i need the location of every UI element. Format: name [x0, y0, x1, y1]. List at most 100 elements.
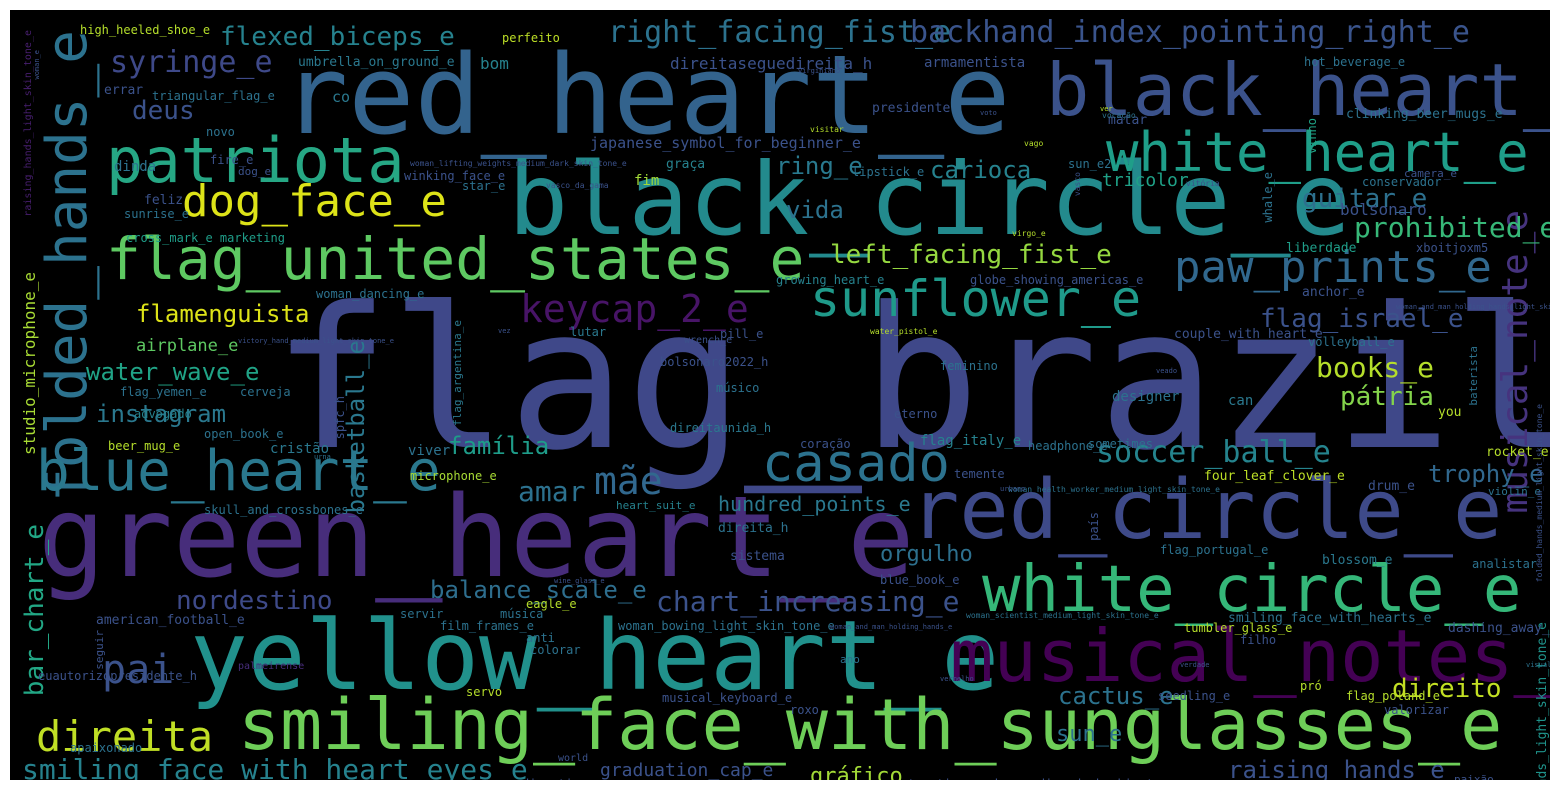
- word-134: flag_portugal_e: [1160, 543, 1269, 557]
- word-126: four_leaf_clover_e: [1204, 469, 1345, 484]
- word-27: flexed_biceps_e: [220, 22, 455, 52]
- word-11: patriota: [106, 124, 405, 197]
- word-165: world: [558, 753, 589, 764]
- word-148: anti: [526, 631, 555, 645]
- word-189: visual: [1526, 661, 1550, 669]
- word-183: virgo_e: [1012, 229, 1046, 238]
- word-146: filho: [1240, 633, 1277, 647]
- word-49: orgulho: [880, 542, 973, 567]
- word-57: gráfico: [810, 764, 903, 781]
- word-98: lutar: [570, 325, 607, 339]
- word-141: música: [500, 607, 544, 621]
- word-104: flag_yemen_e: [120, 385, 207, 399]
- word-17: paw_prints_e: [1174, 242, 1492, 293]
- word-10: flag_united_states_e: [106, 225, 805, 293]
- word-99: woman_dancing_e: [316, 287, 425, 301]
- word-190: verdade: [1180, 661, 1210, 669]
- word-55: smiling_face_with_heart_eyes_e: [22, 753, 528, 781]
- word-15: blue_heart_e: [36, 439, 441, 504]
- word-186: vitória: [1186, 179, 1220, 188]
- word-175: woman_and_man_holding_hands_light_skin_t…: [1396, 303, 1550, 311]
- word-13: folded_hands_e: [35, 30, 100, 503]
- word-90: vinho: [1305, 118, 1319, 155]
- word-130: violin_e: [1488, 485, 1541, 498]
- word-168: whale_e: [1261, 172, 1275, 223]
- word-76: co: [332, 88, 351, 106]
- word-35: flag_israel_e: [1260, 304, 1464, 334]
- word-158: musical_keyboard_e: [662, 691, 793, 705]
- word-156: flag_poland_e: [1346, 689, 1440, 703]
- word-67: direitaseguedireita_h: [670, 54, 873, 73]
- word-31: ring_e: [776, 152, 863, 180]
- word-88: feliz: [144, 193, 184, 208]
- word-6: black_heart_e: [1046, 48, 1550, 132]
- word-162: man_construction_worker_medium_dark_skin…: [850, 778, 1190, 780]
- word-43: família: [448, 432, 550, 460]
- word-132: país: [1087, 512, 1101, 541]
- word-73: hot_beverage_e: [1304, 55, 1406, 69]
- word-69: armamentista: [924, 55, 1026, 71]
- word-166: sun_e2: [1068, 157, 1112, 171]
- word-91: matar: [1108, 113, 1148, 128]
- word-39: instagram: [96, 400, 227, 428]
- word-40: water_wave_e: [86, 358, 260, 386]
- word-167: flag_argentina_e: [451, 320, 464, 426]
- word-83: fim: [634, 173, 660, 189]
- word-153: servo: [466, 685, 503, 699]
- word-5: smiling_face_with_sunglasses_e: [238, 684, 1503, 766]
- word-47: chart_increasing_e: [656, 585, 960, 618]
- word-97: anchor_e: [1302, 285, 1365, 300]
- word-121: headphone_e: [1028, 439, 1108, 453]
- word-8: white_circle_e: [982, 553, 1522, 627]
- word-53: raising_hands_e: [1228, 756, 1445, 780]
- word-133: sistema: [730, 549, 785, 564]
- word-41: flamenguista: [136, 300, 310, 328]
- word-174: woman_and_man_holding_hands_e: [830, 623, 953, 631]
- word-114: direitaunida_h: [670, 421, 772, 435]
- word-0: flag_brazil_e: [272, 266, 1550, 494]
- word-44: amar: [518, 475, 586, 508]
- word-157: valorizar: [1384, 703, 1450, 717]
- word-54: trophy_e: [1428, 460, 1544, 488]
- word-72: triangular_flag_e: [152, 89, 275, 103]
- word-110: you: [1438, 405, 1462, 420]
- word-131: direita_h: [718, 521, 789, 536]
- word-12: white_heart_e: [1106, 121, 1529, 184]
- word-119: coração: [800, 437, 851, 451]
- word-85: fire_e: [210, 153, 254, 167]
- word-59: studio_microphone_e: [20, 272, 39, 456]
- word-30: vida: [786, 196, 844, 224]
- word-193: vez: [498, 327, 511, 335]
- word-82: graça: [666, 157, 706, 172]
- word-2: black_circle_e: [508, 141, 1351, 258]
- word-124: microphone_e: [410, 469, 497, 483]
- word-154: seedling_e: [1158, 689, 1231, 703]
- word-106: músico: [716, 381, 760, 395]
- word-145: tumbler_glass_e: [1184, 621, 1293, 635]
- word-22: pai: [102, 647, 175, 693]
- word-75: presidente: [872, 101, 951, 116]
- word-161: discutir: [522, 778, 580, 780]
- word-152: palmeirense: [238, 661, 305, 672]
- word-1: red_heart_e: [282, 31, 1011, 159]
- word-37: pátria: [1340, 382, 1434, 412]
- word-42: basketball_e: [342, 340, 370, 514]
- word-95: growing_heart_e: [776, 273, 885, 287]
- word-144: smiling_face_with_hearts_e: [1228, 611, 1432, 626]
- word-81: lipstick_e: [852, 165, 925, 179]
- word-170: wrench_e: [684, 335, 733, 346]
- word-112: open_book_e: [204, 427, 284, 441]
- word-71: errar: [104, 83, 144, 98]
- word-18: dog_face_e: [182, 176, 447, 227]
- word-120: flag_italy_e: [920, 433, 1022, 449]
- word-36: books_e: [1316, 351, 1435, 384]
- word-137: eagle_e: [526, 597, 577, 611]
- word-115: eterno: [894, 407, 938, 421]
- word-34: prohibited_e: [1354, 211, 1550, 244]
- word-46: nordestino: [176, 586, 333, 616]
- word-19: keycap_2_e: [520, 287, 749, 331]
- word-140: servir: [400, 607, 444, 621]
- word-79: japanese_symbol_for_beginner_e: [590, 134, 861, 152]
- word-29: deus: [132, 96, 195, 126]
- word-192: ver: [1100, 105, 1113, 113]
